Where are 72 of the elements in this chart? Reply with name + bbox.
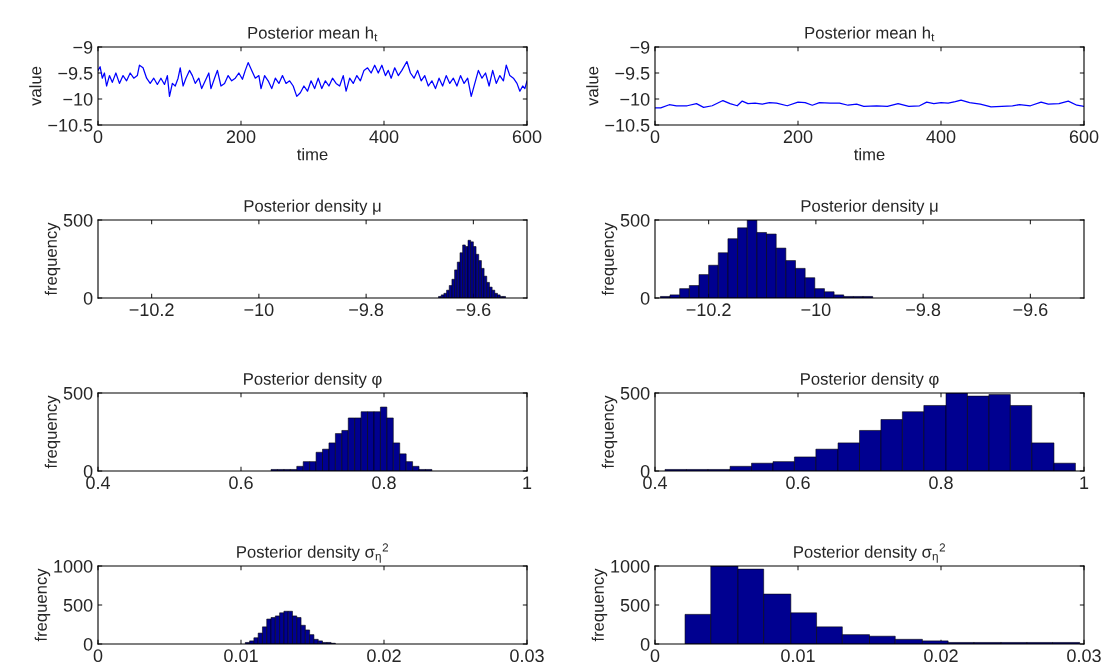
x-tick-label: 0.6	[786, 476, 810, 490]
x-tick-label: 1	[1080, 476, 1089, 489]
y-tick-label: −10.5	[605, 118, 650, 132]
x-tick-label: 0.02	[367, 649, 401, 663]
x-axis-title: time	[297, 148, 328, 161]
y-axis-title: frequency	[601, 395, 618, 469]
x-tick-label: 600	[512, 130, 542, 144]
chart-title: Posterior density μ	[244, 199, 381, 216]
x-tick-label: 0	[93, 649, 103, 663]
x-tick-label: 0	[650, 649, 660, 663]
x-tick-label: −9.8	[349, 303, 384, 317]
x-tick-label: 0.6	[229, 476, 253, 490]
x-tick-label: 0.02	[924, 649, 958, 663]
y-tick-label: 500	[63, 213, 93, 227]
y-axis-title: frequency	[591, 568, 608, 642]
y-axis-title: frequency	[44, 222, 61, 296]
x-tick-label: −10	[801, 303, 831, 317]
y-axis-title: frequency	[601, 222, 618, 296]
x-tick-label: 0.01	[781, 649, 815, 663]
y-tick-label: −10	[63, 92, 93, 106]
x-tick-label: 0	[650, 130, 660, 144]
y-axis-title: value	[586, 66, 599, 106]
chart-title: Posterior density φ	[801, 372, 939, 389]
chart-title: Posterior density σ$_{η}$$^{2}$	[237, 543, 389, 563]
chart-title: Posterior mean h$_{t}$	[248, 26, 378, 42]
x-tick-label: 600	[1069, 130, 1099, 144]
y-tick-label: 0	[83, 464, 93, 478]
x-tick-label: 0.8	[372, 476, 396, 490]
y-tick-label: 500	[63, 386, 93, 400]
y-tick-label: −10.5	[48, 118, 93, 132]
x-tick-label: −10	[244, 303, 274, 317]
x-tick-label: 0.03	[510, 649, 544, 663]
x-tick-label: −10.2	[129, 303, 174, 317]
y-tick-label: −9.5	[58, 66, 93, 80]
y-axis-title: frequency	[34, 568, 51, 642]
x-tick-label: 0.8	[929, 476, 953, 490]
x-tick-label: 0	[93, 130, 103, 144]
x-tick-label: −10.2	[686, 303, 731, 317]
y-tick-label: 0	[640, 464, 650, 478]
x-tick-label: −9.6	[456, 303, 491, 317]
y-tick-label: −10	[620, 92, 650, 106]
x-tick-label: 0.03	[1067, 649, 1101, 663]
y-tick-label: 0	[83, 637, 93, 651]
y-tick-label: 0	[640, 291, 650, 305]
y-tick-label: 1000	[54, 559, 93, 573]
x-tick-label: 0.01	[224, 649, 258, 663]
chart-title: Posterior density σ$_{η}$$^{2}$	[794, 543, 946, 563]
x-tick-label: 0.4	[643, 476, 668, 490]
y-axis-title: frequency	[44, 395, 61, 469]
x-tick-label: −9.6	[1013, 303, 1048, 317]
x-tick-label: 0.4	[86, 476, 111, 490]
y-tick-label: 0	[640, 637, 650, 651]
y-tick-label: −9	[73, 40, 93, 54]
y-tick-label: 500	[63, 598, 93, 612]
y-tick-label: 0	[83, 291, 93, 305]
y-tick-label: 1000	[611, 559, 650, 573]
x-axis-title: time	[854, 148, 885, 161]
y-tick-label: 500	[620, 598, 650, 612]
x-tick-label: 400	[369, 130, 399, 144]
y-tick-label: 500	[620, 213, 650, 227]
chart-title: Posterior mean h$_{t}$	[805, 26, 935, 42]
y-tick-label: −9.5	[615, 66, 650, 80]
x-tick-label: 200	[226, 130, 256, 144]
chart-title: Posterior density μ	[801, 199, 938, 216]
y-tick-label: −9	[630, 40, 650, 54]
chart-title: Posterior density φ	[244, 372, 382, 389]
y-axis-title: value	[29, 66, 42, 106]
x-tick-label: −9.8	[906, 303, 941, 317]
x-tick-label: 200	[783, 130, 813, 144]
x-tick-label: 1	[523, 476, 532, 489]
y-tick-label: 500	[620, 386, 650, 400]
x-tick-label: 400	[926, 130, 956, 144]
